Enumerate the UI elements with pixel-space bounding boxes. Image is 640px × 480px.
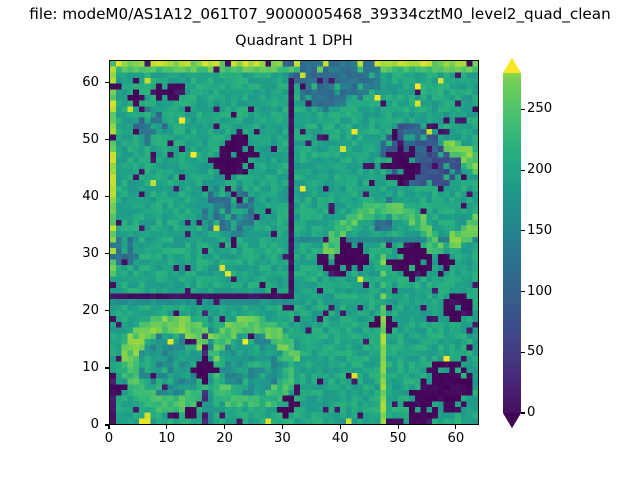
x-tick-label: 10 <box>158 431 176 446</box>
y-tick-mark <box>105 424 109 426</box>
x-tick-mark <box>224 425 226 429</box>
x-tick-label: 60 <box>447 431 465 446</box>
x-tick-label: 40 <box>331 431 349 446</box>
y-tick-label: 20 <box>82 302 99 318</box>
x-tick-label: 30 <box>274 431 291 446</box>
y-tick-mark <box>105 310 109 312</box>
figure-suptitle: file: modeM0/AS1A12_061T07_9000005468_39… <box>29 5 611 23</box>
y-tick-mark <box>105 82 109 84</box>
colorbar-tick-mark <box>521 351 525 353</box>
y-tick-mark <box>105 367 109 369</box>
y-tick-label: 10 <box>82 359 99 375</box>
colorbar <box>503 58 521 428</box>
y-tick-mark <box>105 139 109 141</box>
x-tick-mark <box>339 425 341 429</box>
y-tick-label: 30 <box>82 245 99 261</box>
figure-suptitle-clip: file: modeM0/AS1A12_061T07_9000005468_39… <box>0 3 640 25</box>
x-tick-mark <box>455 425 457 429</box>
y-tick-label: 50 <box>82 131 99 147</box>
x-tick-mark <box>166 425 168 429</box>
x-tick-mark <box>281 425 283 429</box>
colorbar-tick-mark <box>521 291 525 293</box>
colorbar-tick-mark <box>521 230 525 232</box>
x-tick-mark <box>397 425 399 429</box>
y-tick-label: 60 <box>82 74 99 90</box>
y-tick-mark <box>105 196 109 198</box>
dph-heatmap-image <box>110 61 478 424</box>
x-tick-label: 50 <box>389 431 407 446</box>
x-tick-label: 20 <box>216 431 234 446</box>
colorbar-tick-label: 0 <box>527 405 536 420</box>
y-tick-label: 0 <box>90 417 99 432</box>
colorbar-tick-label: 250 <box>527 101 553 117</box>
axes-title: Quadrant 1 DPH <box>235 33 353 49</box>
colorbar-tick-label: 50 <box>527 344 544 360</box>
colorbar-tick-mark <box>521 169 525 171</box>
y-tick-mark <box>105 253 109 255</box>
colorbar-tick-mark <box>521 108 525 110</box>
y-tick-label: 40 <box>82 188 99 204</box>
colorbar-tick-label: 100 <box>527 283 553 299</box>
colorbar-gradient <box>503 58 521 428</box>
x-tick-label: 0 <box>104 431 114 446</box>
colorbar-tick-mark <box>521 412 525 414</box>
colorbar-tick-label: 150 <box>527 222 553 238</box>
heatmap-axes <box>109 60 479 425</box>
x-tick-mark <box>108 425 110 429</box>
colorbar-tick-label: 200 <box>527 162 553 178</box>
